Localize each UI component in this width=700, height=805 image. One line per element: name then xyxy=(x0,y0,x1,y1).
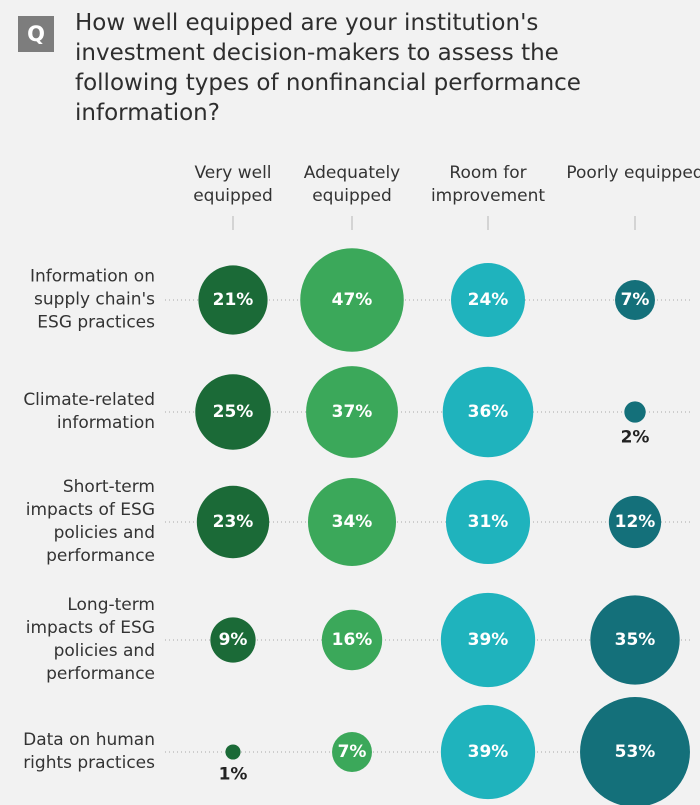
bubble xyxy=(580,697,690,805)
value-label: 36% xyxy=(468,402,509,422)
value-label: 25% xyxy=(213,402,254,422)
bubble xyxy=(196,485,270,559)
bubble xyxy=(300,248,404,352)
bubble xyxy=(195,374,271,450)
value-label: 39% xyxy=(468,630,509,650)
value-label: 37% xyxy=(332,402,373,422)
bubble xyxy=(332,732,372,772)
value-label: 7% xyxy=(621,290,650,310)
bubble xyxy=(307,477,397,567)
bubble xyxy=(210,617,256,663)
value-label: 1% xyxy=(219,765,248,785)
bubble xyxy=(451,263,525,337)
bubble xyxy=(615,280,655,320)
chart-title: How well equipped are your institution's… xyxy=(75,10,581,126)
row-label: Climate-related information xyxy=(23,390,155,433)
value-label: 39% xyxy=(468,742,509,762)
value-label: 23% xyxy=(213,512,254,532)
value-label: 12% xyxy=(615,512,656,532)
row-label: Short-term impacts of ESG policies and p… xyxy=(25,477,155,566)
bubble xyxy=(321,609,383,671)
bubble xyxy=(198,265,268,335)
bubble xyxy=(445,479,531,565)
column-label: Very well equipped xyxy=(193,163,273,206)
value-label: 35% xyxy=(615,630,656,650)
column-label: Adequately equipped xyxy=(303,163,401,206)
bubble xyxy=(624,401,646,423)
row-label: Long-term impacts of ESG policies and pe… xyxy=(25,595,155,684)
bubble xyxy=(440,592,536,688)
question-badge: Q xyxy=(18,16,54,52)
bubble xyxy=(440,704,536,800)
bubble xyxy=(225,744,241,760)
value-label: 24% xyxy=(468,290,509,310)
bubble xyxy=(442,366,534,458)
bubble xyxy=(608,495,662,549)
value-label: 31% xyxy=(468,512,509,532)
value-label: 9% xyxy=(219,630,248,650)
value-label: 16% xyxy=(332,630,373,650)
value-label: 2% xyxy=(621,428,650,448)
value-label: 53% xyxy=(615,742,656,762)
value-label: 34% xyxy=(332,512,373,532)
value-label: 21% xyxy=(213,290,254,310)
bubble xyxy=(306,366,398,458)
column-label: Poorly equipped xyxy=(566,163,700,183)
value-label: 7% xyxy=(338,742,367,762)
column-label: Room for improvement xyxy=(430,163,546,206)
row-label: Information on supply chain's ESG practi… xyxy=(30,266,155,333)
row-label: Data on human rights practices xyxy=(23,730,155,773)
bubble xyxy=(590,595,680,685)
value-label: 47% xyxy=(332,290,373,310)
